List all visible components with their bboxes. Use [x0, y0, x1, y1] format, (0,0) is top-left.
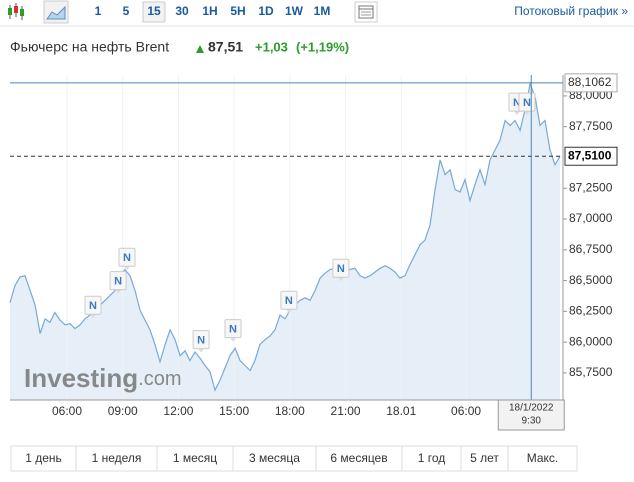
news-marker[interactable] [84, 295, 102, 315]
range-button[interactable]: Макс. [527, 451, 559, 465]
news-marker-label: N [89, 300, 97, 312]
area-icon[interactable] [43, 0, 69, 24]
watermark-domain: .com [138, 368, 181, 390]
settings-icon[interactable] [354, 1, 378, 23]
change-percent: (+1,19%) [296, 39, 349, 54]
range-button[interactable]: 1 неделя [92, 451, 142, 465]
interval-button[interactable]: 5H [230, 4, 245, 18]
y-tick-label: 86,2500 [569, 304, 613, 318]
y-tick-label: 86,5000 [569, 273, 613, 287]
news-pin [123, 266, 130, 271]
news-marker-label: N [114, 275, 122, 287]
interval-button[interactable]: 1D [258, 4, 274, 18]
instrument-name: Фьючерс на нефть Brent [10, 39, 169, 55]
x-tick-label: 18.01 [386, 404, 416, 418]
candlestick-icon[interactable] [8, 3, 24, 20]
crosshair-x-box [497, 399, 565, 431]
interval-button[interactable]: 1W [285, 4, 304, 18]
news-marker[interactable] [332, 258, 350, 278]
x-tick-label: 18:00 [275, 404, 305, 418]
interval-button[interactable]: 5 [123, 4, 130, 18]
x-tick-label: 06:00 [451, 404, 481, 418]
watermark-brand: Investing [24, 363, 138, 393]
y-tick-label: 87,0000 [569, 211, 613, 225]
interval-button[interactable]: 1M [314, 4, 331, 18]
interval-button[interactable]: 15 [147, 4, 161, 18]
interval-button[interactable]: 30 [175, 4, 189, 18]
area-fill [10, 83, 560, 400]
news-pin [337, 277, 344, 282]
watermark: Investing.com [24, 363, 181, 393]
range-button[interactable]: 1 год [418, 451, 446, 465]
range-button[interactable]: 1 месяц [173, 451, 217, 465]
news-pin [90, 314, 97, 319]
news-pin [285, 309, 292, 314]
last-price-box [564, 146, 618, 166]
range-bar [10, 445, 578, 472]
range-button[interactable]: 1 день [25, 451, 62, 465]
y-tick-label: 87,2500 [569, 180, 613, 194]
price: 87,51 [208, 39, 243, 55]
news-marker-label: N [285, 295, 293, 307]
streaming-link[interactable]: Потоковый график » [514, 4, 628, 18]
news-marker-label: N [197, 335, 205, 347]
interval-button[interactable]: 1 [95, 4, 102, 18]
news-marker[interactable] [118, 247, 136, 267]
crosshair-y-box [564, 73, 618, 93]
change: +1,03 [255, 39, 288, 54]
news-marker-label: N [523, 97, 531, 109]
news-pin [523, 111, 530, 116]
news-marker[interactable] [224, 319, 242, 339]
price-line [9, 81, 561, 392]
news-pin [513, 111, 520, 116]
range-button[interactable]: 5 лет [470, 451, 499, 465]
news-marker-label: N [123, 252, 131, 264]
news-pin [230, 337, 237, 342]
interval-active-bg [142, 1, 166, 23]
x-tick-label: 21:00 [331, 404, 361, 418]
news-marker-label: N [229, 324, 237, 336]
crosshair-y-label: 88,1062 [568, 75, 612, 89]
x-tick-label: 12:00 [163, 404, 193, 418]
news-marker-label: N [337, 263, 345, 275]
up-arrow [196, 45, 204, 53]
y-tick-label: 87,7500 [569, 119, 613, 133]
news-marker[interactable] [109, 271, 127, 291]
y-tick-label: 86,7500 [569, 242, 613, 256]
y-tick-label: 85,7500 [569, 365, 613, 379]
x-tick-label: 15:00 [219, 404, 249, 418]
news-marker-label: N [513, 97, 521, 109]
news-pin [198, 348, 205, 353]
plot: 06:00 09:00 12:00 15:00 18:00 21:00 18.01 06:00… [9, 73, 618, 431]
range-button[interactable]: 3 месяца [249, 451, 300, 465]
range-button[interactable]: 6 месяцев [330, 451, 387, 465]
news-pin [115, 289, 122, 294]
y-tick-label: 86,0000 [569, 334, 613, 348]
interval-button[interactable]: 1H [202, 4, 217, 18]
crosshair-x-date: 18/1/2022 [509, 403, 554, 414]
x-tick-label: 09:00 [108, 404, 138, 418]
news-marker[interactable] [192, 330, 210, 350]
crosshair-x-time: 9:30 [522, 416, 542, 427]
news-marker[interactable] [280, 290, 298, 310]
last-price-label: 87,5100 [568, 148, 612, 162]
x-tick-label: 06:00 [52, 404, 82, 418]
